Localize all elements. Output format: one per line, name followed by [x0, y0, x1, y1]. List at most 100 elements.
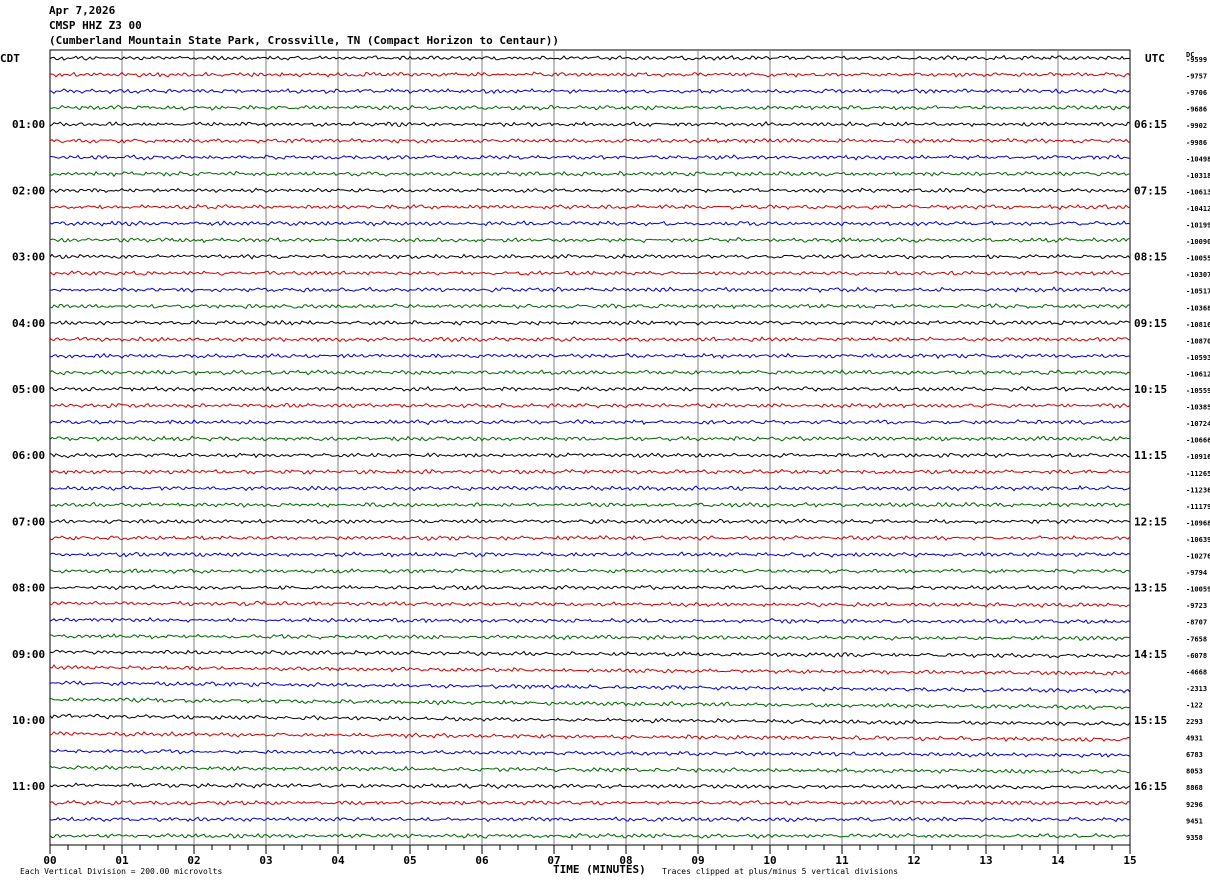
left-hour-label: 05:00	[12, 383, 45, 396]
trace-row-42	[49, 731, 1131, 743]
dc-offset-label: -10059	[1186, 586, 1210, 594]
right-hour-label: 09:15	[1134, 317, 1167, 330]
trace-row-10	[49, 203, 1131, 211]
trace-row-31	[49, 551, 1131, 558]
dc-offset-label: -10666	[1186, 437, 1210, 445]
x-tick-label-09: 09	[691, 854, 704, 867]
dc-offset-label: -2313	[1186, 685, 1207, 693]
trace-row-27	[49, 485, 1131, 492]
trace-row-9	[49, 187, 1131, 194]
trace-row-38	[49, 664, 1131, 676]
right-hour-label: 16:15	[1134, 780, 1167, 793]
dc-offset-label: -10639	[1186, 536, 1210, 544]
dc-offset-label: -10055	[1186, 255, 1210, 263]
x-tick-label-00: 00	[43, 854, 56, 867]
left-hour-label: 06:00	[12, 449, 45, 462]
dc-offset-label: -8707	[1186, 619, 1207, 627]
dc-offset-label: -10368	[1186, 304, 1210, 312]
left-hour-label: 10:00	[12, 714, 45, 727]
trace-row-14	[49, 270, 1131, 276]
trace-row-20	[49, 369, 1131, 376]
dc-offset-label: -11179	[1186, 503, 1210, 511]
x-tick-label-10: 10	[763, 854, 776, 867]
trace-row-25	[49, 452, 1131, 459]
seismic-traces	[49, 54, 1131, 839]
dc-offset-label: -10318	[1186, 172, 1210, 180]
dc-offset-label: -9986	[1186, 139, 1207, 147]
left-hour-label: 11:00	[12, 780, 45, 793]
x-tick-label-08: 08	[619, 854, 632, 867]
trace-row-19	[49, 352, 1131, 360]
dc-offset-label: -4668	[1186, 668, 1207, 676]
trace-row-24	[49, 435, 1131, 442]
x-tick-label-04: 04	[331, 854, 345, 867]
trace-row-40	[49, 697, 1131, 711]
trace-row-11	[49, 220, 1131, 227]
trace-row-35	[49, 616, 1131, 625]
header-station: CMSP HHZ Z3 00	[49, 19, 142, 32]
dc-offset-label: -10916	[1186, 453, 1210, 461]
scale-note: Each Vertical Division = 200.00 microvol…	[20, 867, 223, 876]
left-hour-label: 08:00	[12, 582, 45, 595]
x-tick-label-13: 13	[979, 854, 992, 867]
dc-offset-label: -10412	[1186, 205, 1210, 213]
trace-row-7	[49, 154, 1131, 161]
dc-offset-label: -10724	[1186, 420, 1210, 428]
dc-offset-label: -11236	[1186, 486, 1210, 494]
x-axis-label: TIME (MINUTES)	[553, 863, 646, 876]
left-hour-label: 01:00	[12, 118, 45, 131]
dc-offset-label: -9686	[1186, 106, 1207, 114]
trace-row-2	[49, 71, 1131, 78]
trace-row-32	[49, 568, 1131, 575]
trace-row-1	[49, 54, 1131, 61]
minute-gridlines	[49, 49, 1131, 854]
dc-offset-label: -10199	[1186, 222, 1210, 230]
left-hour-label: 03:00	[12, 251, 45, 264]
x-tick-label-06: 06	[475, 854, 489, 867]
trace-row-21	[49, 385, 1131, 392]
trace-row-23	[49, 419, 1131, 426]
trace-row-18	[49, 336, 1131, 343]
left-timezone-label: CDT	[0, 52, 20, 65]
trace-row-17	[49, 319, 1131, 326]
trace-row-12	[49, 237, 1131, 244]
dc-offset-label: -10276	[1186, 553, 1210, 561]
x-tick-label-11: 11	[835, 854, 849, 867]
trace-row-45	[49, 782, 1131, 790]
x-tick-label-01: 01	[115, 854, 129, 867]
dc-offset-label: -10593	[1186, 354, 1210, 362]
dc-offset-label: 8868	[1186, 784, 1203, 792]
trace-row-4	[49, 104, 1131, 111]
left-hour-label: 04:00	[12, 317, 45, 330]
right-hour-label: 14:15	[1134, 648, 1167, 661]
trace-row-48	[49, 832, 1131, 839]
right-hour-label: 11:15	[1134, 449, 1167, 462]
trace-row-37	[49, 649, 1131, 659]
trace-row-28	[49, 501, 1131, 509]
x-tick-label-14: 14	[1051, 854, 1065, 867]
right-hour-label: 10:15	[1134, 383, 1167, 396]
dc-offset-label: -10870	[1186, 337, 1210, 345]
right-hour-label: 08:15	[1134, 251, 1167, 264]
dc-offset-label: -7658	[1186, 635, 1207, 643]
dc-offset-label: 2293	[1186, 718, 1203, 726]
trace-row-34	[49, 600, 1131, 608]
trace-row-15	[49, 286, 1131, 294]
trace-row-5	[49, 121, 1131, 128]
trace-row-29	[49, 518, 1131, 525]
dc-offset-label: -10090	[1186, 238, 1210, 246]
trace-row-43	[49, 748, 1131, 758]
dc-offset-label: -10307	[1186, 271, 1210, 279]
dc-offset-label: 9451	[1186, 817, 1203, 825]
dc-offset-label: -9902	[1186, 122, 1207, 130]
dc-offset-label: -9723	[1186, 602, 1207, 610]
trace-row-3	[49, 87, 1131, 95]
dc-offset-label: 9296	[1186, 801, 1203, 809]
right-hour-label: 12:15	[1134, 515, 1167, 528]
dc-offset-label: 9358	[1186, 834, 1203, 842]
x-tick-label-03: 03	[259, 854, 272, 867]
header-date: Apr 7,2026	[49, 4, 116, 17]
right-hour-label: 13:15	[1134, 582, 1167, 595]
x-tick-label-07: 07	[547, 854, 560, 867]
